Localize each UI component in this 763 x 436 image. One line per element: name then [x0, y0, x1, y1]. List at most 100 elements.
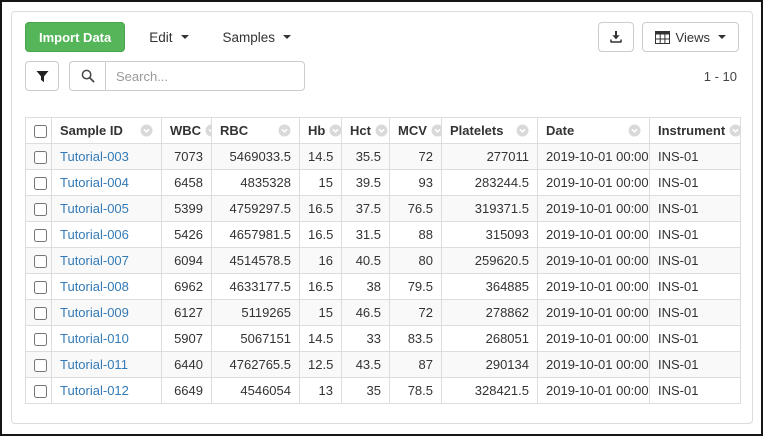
select-all-checkbox[interactable]	[34, 125, 47, 139]
column-header-rbc[interactable]: RBC	[211, 117, 300, 144]
table-row[interactable]: Tutorial-007 6094 4514578.5 16 40.5 80 259620.…	[25, 247, 741, 274]
sample-id-link[interactable]: Tutorial-010	[60, 331, 129, 346]
sample-id-link[interactable]: Tutorial-006	[60, 227, 129, 242]
samples-panel: Import Data Edit Samples	[11, 11, 753, 424]
table-row[interactable]: Tutorial-010 5907 5067151 14.5 33 83.5 268051 2…	[25, 325, 741, 352]
column-header-wbc[interactable]: WBC	[161, 117, 212, 144]
row-checkbox[interactable]	[34, 229, 47, 243]
filter-button[interactable]	[25, 61, 59, 91]
edit-dropdown-label: Edit	[149, 29, 173, 45]
sample-id-link[interactable]: Tutorial-012	[60, 383, 129, 398]
cell-hb: 16	[299, 247, 342, 274]
cell-date: 2019-10-01 00:00	[537, 273, 650, 300]
cell-hct: 46.5	[341, 299, 390, 326]
row-select-cell	[25, 351, 52, 378]
circle-chevron-icon[interactable]	[628, 124, 641, 137]
search-icon-button[interactable]	[69, 61, 105, 91]
column-header-instrument[interactable]: Instrument	[649, 117, 741, 144]
sample-id-link[interactable]: Tutorial-009	[60, 305, 129, 320]
row-checkbox[interactable]	[34, 359, 47, 373]
cell-hb: 16.5	[299, 221, 342, 248]
cell-instrument: INS-01	[649, 143, 741, 170]
sample-id-link[interactable]: Tutorial-004	[60, 175, 129, 190]
circle-chevron-icon[interactable]	[140, 124, 153, 137]
row-checkbox[interactable]	[34, 281, 47, 295]
table-row[interactable]: Tutorial-011 6440 4762765.5 12.5 43.5 87 29013…	[25, 351, 741, 378]
toolbar-search: 1 - 10	[25, 61, 739, 91]
cell-rbc: 4759297.5	[211, 195, 300, 222]
import-data-button[interactable]: Import Data	[25, 22, 126, 52]
sample-id-link[interactable]: Tutorial-011	[60, 357, 128, 372]
cell-id: Tutorial-009	[51, 299, 162, 326]
cell-mcv: 88	[389, 221, 442, 248]
table-row[interactable]: Tutorial-008 6962 4633177.5 16.5 38 79.5 36488…	[25, 273, 741, 300]
circle-chevron-icon[interactable]	[375, 124, 388, 137]
table-row[interactable]: Tutorial-003 7073 5469033.5 14.5 35.5 72 27701…	[25, 143, 741, 170]
row-checkbox[interactable]	[34, 151, 47, 165]
circle-chevron-icon[interactable]	[205, 124, 211, 137]
row-checkbox[interactable]	[34, 307, 47, 321]
cell-hb: 16.5	[299, 273, 342, 300]
sample-id-link[interactable]: Tutorial-005	[60, 201, 129, 216]
cell-mcv: 72	[389, 299, 442, 326]
cell-mcv: 93	[389, 169, 442, 196]
cell-mcv: 79.5	[389, 273, 442, 300]
toolbar-left-actions: Import Data Edit Samples	[25, 22, 301, 52]
column-header-platelets[interactable]: Platelets	[441, 117, 538, 144]
column-header-date[interactable]: Date	[537, 117, 650, 144]
pagination-range: 1 - 10	[703, 68, 737, 84]
sample-id-link[interactable]: Tutorial-003	[60, 149, 129, 164]
views-dropdown-button[interactable]: Views	[641, 22, 739, 52]
circle-chevron-icon[interactable]	[329, 124, 341, 137]
table-row[interactable]: Tutorial-006 5426 4657981.5 16.5 31.5 88 31509…	[25, 221, 741, 248]
cell-instrument: INS-01	[649, 221, 741, 248]
circle-chevron-icon[interactable]	[278, 124, 291, 137]
row-checkbox[interactable]	[34, 177, 47, 191]
cell-hct: 38	[341, 273, 390, 300]
column-header-hb[interactable]: Hb	[299, 117, 342, 144]
circle-chevron-icon[interactable]	[729, 124, 740, 137]
row-select-cell	[25, 299, 52, 326]
cell-id: Tutorial-005	[51, 195, 162, 222]
column-header-id[interactable]: Sample ID	[51, 117, 162, 144]
row-checkbox[interactable]	[34, 203, 47, 217]
funnel-icon	[36, 70, 48, 82]
row-checkbox[interactable]	[34, 255, 47, 269]
samples-dropdown-button[interactable]: Samples	[213, 22, 302, 52]
cell-date: 2019-10-01 00:00	[537, 351, 650, 378]
export-download-button[interactable]	[597, 22, 634, 52]
cell-id: Tutorial-012	[51, 377, 162, 404]
cell-hb: 16.5	[299, 195, 342, 222]
cell-platelets: 319371.5	[441, 195, 538, 222]
sample-id-link[interactable]: Tutorial-007	[60, 253, 129, 268]
cell-hct: 39.5	[341, 169, 390, 196]
column-header-hct[interactable]: Hct	[341, 117, 390, 144]
column-header-label: Instrument	[658, 123, 726, 138]
cell-instrument: INS-01	[649, 325, 741, 352]
cell-rbc: 5469033.5	[211, 143, 300, 170]
cell-wbc: 6094	[161, 247, 212, 274]
cell-hb: 15	[299, 169, 342, 196]
cell-date: 2019-10-01 00:00	[537, 377, 650, 404]
cell-platelets: 290134	[441, 351, 538, 378]
column-header-label: Sample ID	[60, 123, 123, 138]
table-row[interactable]: Tutorial-009 6127 5119265 15 46.5 72 278862 201…	[25, 299, 741, 326]
column-header-label: Platelets	[450, 123, 504, 138]
sample-id-link[interactable]: Tutorial-008	[60, 279, 129, 294]
circle-chevron-icon[interactable]	[431, 124, 442, 137]
caret-down-icon	[718, 35, 726, 39]
edit-dropdown-button[interactable]: Edit	[139, 22, 198, 52]
table-row[interactable]: Tutorial-004 6458 4835328 15 39.5 93 283244.5 2…	[25, 169, 741, 196]
row-checkbox[interactable]	[34, 333, 47, 347]
column-header-mcv[interactable]: MCV	[389, 117, 442, 144]
cell-platelets: 328421.5	[441, 377, 538, 404]
search-input[interactable]	[105, 61, 305, 91]
cell-wbc: 5399	[161, 195, 212, 222]
table-row[interactable]: Tutorial-005 5399 4759297.5 16.5 37.5 76.5 319…	[25, 195, 741, 222]
cell-hb: 15	[299, 299, 342, 326]
cell-rbc: 5067151	[211, 325, 300, 352]
cell-rbc: 4546054	[211, 377, 300, 404]
row-checkbox[interactable]	[34, 385, 47, 399]
circle-chevron-icon[interactable]	[516, 124, 529, 137]
table-row[interactable]: Tutorial-012 6649 4546054 13 35 78.5 328421.5 2…	[25, 377, 741, 404]
